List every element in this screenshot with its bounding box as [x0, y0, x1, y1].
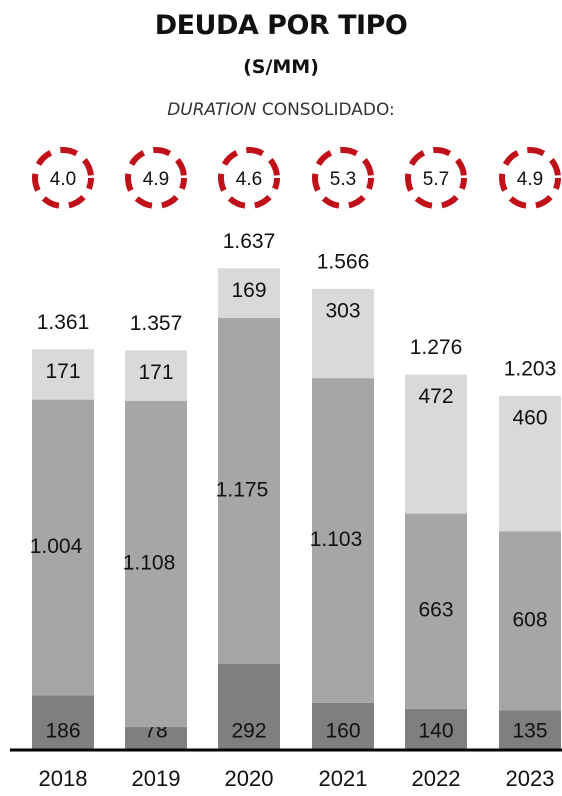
segment-label-top-2019: 171	[138, 361, 173, 384]
duration-value-2022: 5.7	[423, 169, 449, 190]
x-tick-label-2018: 2018	[39, 766, 88, 791]
duration-value-2021: 5.3	[330, 169, 356, 190]
total-label-2021: 1.566	[317, 250, 370, 273]
bar-segment-bottom-2018	[32, 695, 94, 750]
duration-value-2023: 4.9	[517, 169, 543, 190]
segment-label-middle-2022: 663	[418, 599, 453, 622]
bar-segment-middle-2023	[499, 531, 561, 711]
segment-label-middle-2023: 608	[512, 608, 547, 631]
duration-caption: DURATION CONSOLIDADO:	[0, 100, 562, 120]
segment-label-bottom-2020: 292	[231, 720, 266, 743]
bar-segment-middle-2021	[312, 378, 374, 703]
duration-caption-rest: CONSOLIDADO:	[256, 100, 395, 120]
segment-label-bottom-2023: 135	[512, 720, 547, 743]
x-tick-label-2021: 2021	[319, 766, 368, 791]
bar-segment-bottom-2020	[218, 664, 280, 750]
bar-segment-top-2023	[499, 395, 561, 532]
segment-label-middle-2018: 1.004	[30, 535, 83, 558]
bar-segment-bottom-2019	[125, 727, 187, 750]
segment-label-top-2022: 472	[418, 385, 453, 408]
x-tick-label-2022: 2022	[412, 766, 461, 791]
duration-ring-2020	[218, 147, 280, 209]
duration-caption-italic: DURATION	[167, 100, 257, 120]
bar-segment-top-2018	[32, 349, 94, 400]
total-label-2018: 1.361	[37, 311, 90, 334]
bar-segment-top-2019	[125, 350, 187, 401]
bar-segment-bottom-2022	[405, 708, 467, 750]
bar-segment-middle-2022	[405, 513, 467, 709]
segment-label-middle-2021: 1.103	[310, 528, 363, 551]
bar-segment-top-2021	[312, 288, 374, 379]
segment-label-middle-2019: 1.108	[123, 551, 176, 574]
chart-subtitle: (S/MM)	[243, 56, 319, 78]
x-tick-label-2020: 2020	[225, 766, 274, 791]
bar-segment-bottom-2023	[499, 710, 561, 750]
bar-segment-middle-2019	[125, 400, 187, 728]
segment-label-middle-2020: 1.175	[216, 479, 269, 502]
bar-segment-bottom-2021	[312, 702, 374, 750]
segment-label-top-2023: 460	[512, 406, 547, 429]
duration-value-2020: 4.6	[236, 169, 262, 190]
duration-ring-2018	[32, 147, 94, 209]
duration-value-2019: 4.9	[143, 169, 169, 190]
duration-ring-2021	[312, 147, 374, 209]
segment-label-bottom-2021: 160	[325, 720, 360, 743]
bar-segment-middle-2020	[218, 318, 280, 665]
total-label-2023: 1.203	[504, 357, 557, 380]
bar-segment-top-2022	[405, 374, 467, 514]
segment-label-bottom-2018: 186	[45, 720, 80, 743]
duration-ring-2019	[125, 147, 187, 209]
total-label-2020: 1.637	[223, 230, 276, 253]
x-tick-label-2019: 2019	[132, 766, 181, 791]
segment-label-bottom-2022: 140	[418, 720, 453, 743]
duration-ring-2023	[499, 147, 561, 209]
segment-label-top-2020: 169	[231, 279, 266, 302]
duration-value-2018: 4.0	[50, 169, 76, 190]
chart-title: DEUDA POR TIPO	[154, 10, 408, 41]
total-label-2022: 1.276	[410, 336, 463, 359]
x-tick-label-2023: 2023	[506, 766, 555, 791]
duration-ring-2022	[405, 147, 467, 209]
bar-segment-middle-2018	[32, 399, 94, 696]
segment-label-top-2018: 171	[45, 360, 80, 383]
segment-label-top-2021: 303	[325, 299, 360, 322]
total-label-2019: 1.357	[130, 312, 183, 335]
bar-segment-top-2020	[218, 268, 280, 319]
